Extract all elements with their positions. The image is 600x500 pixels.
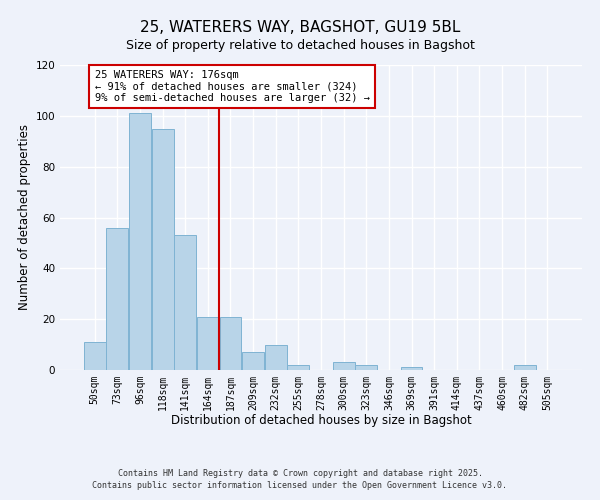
Text: 25, WATERERS WAY, BAGSHOT, GU19 5BL: 25, WATERERS WAY, BAGSHOT, GU19 5BL <box>140 20 460 35</box>
Y-axis label: Number of detached properties: Number of detached properties <box>18 124 31 310</box>
Text: 25 WATERERS WAY: 176sqm
← 91% of detached houses are smaller (324)
9% of semi-de: 25 WATERERS WAY: 176sqm ← 91% of detache… <box>95 70 370 103</box>
Bar <box>197 316 219 370</box>
Bar <box>129 114 151 370</box>
Bar <box>174 236 196 370</box>
Bar <box>265 344 287 370</box>
Bar <box>514 365 536 370</box>
Bar <box>242 352 264 370</box>
X-axis label: Distribution of detached houses by size in Bagshot: Distribution of detached houses by size … <box>170 414 472 428</box>
Bar <box>152 128 173 370</box>
Text: Size of property relative to detached houses in Bagshot: Size of property relative to detached ho… <box>125 40 475 52</box>
Bar <box>401 368 422 370</box>
Bar <box>220 316 241 370</box>
Bar <box>355 365 377 370</box>
Text: Contains HM Land Registry data © Crown copyright and database right 2025.
Contai: Contains HM Land Registry data © Crown c… <box>92 468 508 490</box>
Bar <box>84 342 106 370</box>
Bar <box>287 365 310 370</box>
Bar <box>106 228 128 370</box>
Bar <box>332 362 355 370</box>
